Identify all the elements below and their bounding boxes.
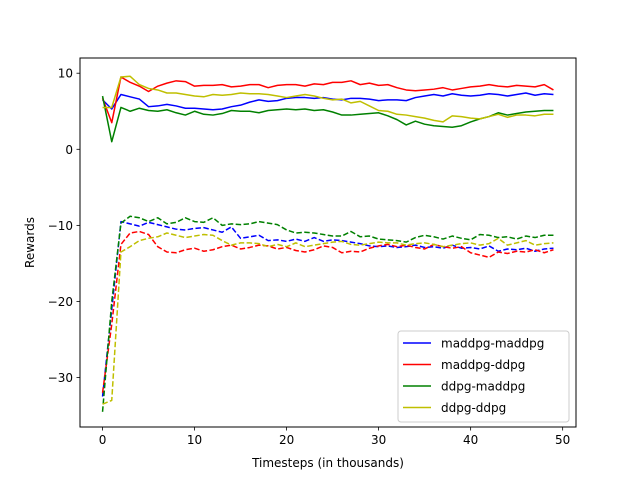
- legend-box: [397, 330, 570, 423]
- axes-layer: [79, 57, 577, 428]
- x-tick-label: 30: [371, 433, 386, 447]
- y-tick-label: 10: [58, 67, 73, 81]
- y-tick-label: −30: [48, 371, 73, 385]
- y-tick-label: 0: [65, 143, 73, 157]
- series-line-unlabeled-6-dashed: [101, 215, 554, 412]
- plot-frame: [79, 57, 577, 428]
- series-line-maddpg-ddpg: [101, 76, 554, 124]
- y-axis-ticks: −30 −20 −10 0 10: [48, 67, 80, 385]
- series-line-unlabeled-5-dashed: [101, 230, 554, 393]
- x-tick-label: 0: [99, 433, 107, 447]
- legend-label: ddpg-ddpg: [441, 401, 506, 415]
- x-tick-label: 10: [187, 433, 202, 447]
- x-tick-label: 20: [279, 433, 294, 447]
- x-axis-ticks: 0 10 20 30 40 50: [99, 427, 570, 447]
- y-tick-label: −20: [48, 295, 73, 309]
- x-tick-label: 40: [463, 433, 478, 447]
- x-axis-label: Timesteps (in thousands): [251, 456, 404, 470]
- y-tick-label: −10: [48, 219, 73, 233]
- series-line-unlabeled-7-dashed: [102, 232, 554, 405]
- series-line-unlabeled-4-dashed: [101, 220, 554, 397]
- legend-label: maddpg-maddpg: [441, 337, 544, 351]
- series-line-ddpg-ddpg: [102, 75, 554, 123]
- legend-label: maddpg-ddpg: [441, 358, 525, 372]
- legend-label: ddpg-maddpg: [441, 380, 525, 394]
- legend: maddpg-maddpg maddpg-ddpg ddpg-maddpg ddpg-…: [397, 330, 570, 423]
- y-axis-label: Rewards: [23, 217, 37, 268]
- series-layer: [101, 75, 554, 412]
- x-tick-label: 50: [555, 433, 570, 447]
- series-line-maddpg-maddpg: [102, 92, 554, 111]
